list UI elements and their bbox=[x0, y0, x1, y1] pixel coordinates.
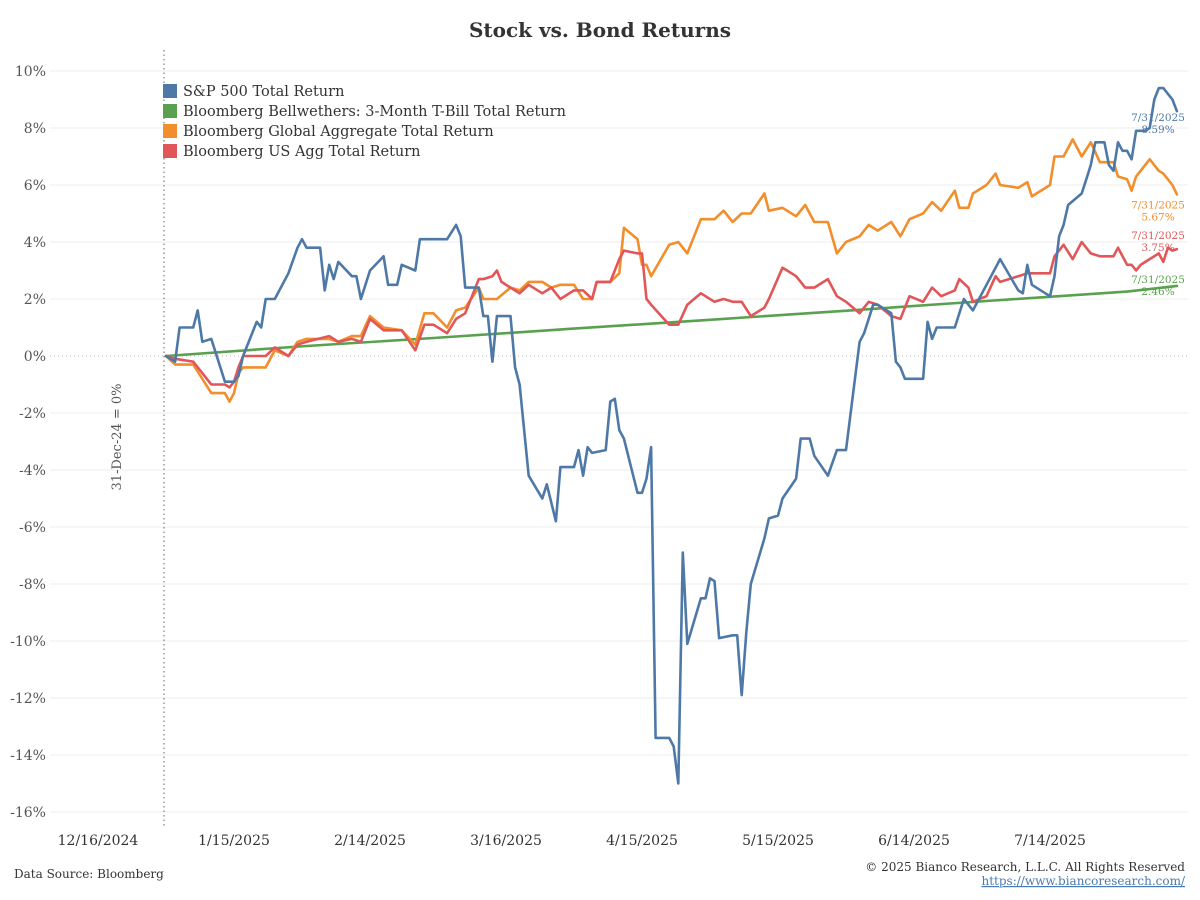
y-tick-label: 6% bbox=[24, 178, 46, 194]
y-tick-label: -4% bbox=[19, 463, 46, 479]
series-line bbox=[164, 240, 1179, 389]
legend-swatch bbox=[163, 144, 177, 158]
legend: S&P 500 Total Return Bloomberg Bellwether… bbox=[163, 84, 566, 160]
end-label-date: 7/31/2025 bbox=[1131, 230, 1185, 242]
y-tick-label: -14% bbox=[10, 748, 46, 764]
data-source-note: Data Source: Bloomberg bbox=[14, 867, 164, 881]
y-axis: 10% 8% 6% 4% 2% 0% -2% -4% -6% -8% -10% -12% -14% -16… bbox=[10, 64, 46, 821]
y-tick-label: -16% bbox=[10, 805, 46, 821]
y-tick-label: -8% bbox=[19, 577, 46, 593]
x-tick-label: 7/14/2025 bbox=[1014, 833, 1086, 849]
y-tick-label: 10% bbox=[15, 64, 46, 80]
legend-label: Bloomberg US Agg Total Return bbox=[183, 144, 421, 160]
series-line bbox=[164, 138, 1179, 403]
end-label-date: 7/31/2025 bbox=[1131, 199, 1185, 211]
x-tick-label: 12/16/2024 bbox=[58, 833, 139, 849]
legend-swatch bbox=[163, 104, 177, 118]
end-label-value: 2.46% bbox=[1141, 286, 1174, 298]
end-label-value: 8.59% bbox=[1141, 124, 1174, 136]
copyright-note: © 2025 Bianco Research, L.L.C. All Right… bbox=[865, 860, 1185, 874]
x-axis: 12/16/2024 1/15/2025 2/14/2025 3/16/2025 4/1… bbox=[58, 833, 1086, 849]
y-tick-label: 4% bbox=[24, 235, 46, 251]
y-tick-label: 2% bbox=[24, 292, 46, 308]
y-tick-label: -10% bbox=[10, 634, 46, 650]
legend-label: Bloomberg Global Aggregate Total Return bbox=[183, 124, 494, 140]
series-layer bbox=[164, 86, 1179, 785]
reference-line-label: 31-Dec-24 = 0% bbox=[110, 383, 125, 490]
y-tick-label: -6% bbox=[19, 520, 46, 536]
x-tick-label: 2/14/2025 bbox=[334, 833, 406, 849]
x-tick-label: 5/15/2025 bbox=[742, 833, 814, 849]
end-label-date: 7/31/2025 bbox=[1131, 274, 1185, 286]
end-label-value: 3.75% bbox=[1141, 242, 1174, 254]
gridlines bbox=[50, 70, 1188, 813]
reference-line-layer: 31-Dec-24 = 0% bbox=[110, 50, 165, 828]
y-tick-label: -2% bbox=[19, 406, 46, 422]
legend-swatch bbox=[163, 84, 177, 98]
chart-title: Stock vs. Bond Returns bbox=[469, 18, 731, 42]
end-labels: 7/31/20258.59%7/31/20252.46%7/31/20255.6… bbox=[1131, 112, 1185, 298]
x-tick-label: 1/15/2025 bbox=[198, 833, 270, 849]
legend-swatch bbox=[163, 124, 177, 138]
website-link[interactable]: https://www.biancoresearch.com/ bbox=[981, 874, 1185, 888]
end-label-date: 7/31/2025 bbox=[1131, 112, 1185, 124]
y-tick-label: 8% bbox=[24, 121, 46, 137]
y-tick-label: 0% bbox=[24, 349, 46, 365]
x-tick-label: 3/16/2025 bbox=[470, 833, 542, 849]
legend-label: S&P 500 Total Return bbox=[183, 84, 344, 100]
legend-label: Bloomberg Bellwethers: 3-Month T-Bill To… bbox=[183, 104, 566, 120]
end-label-value: 5.67% bbox=[1141, 211, 1174, 223]
series-line bbox=[164, 86, 1179, 785]
x-tick-label: 6/14/2025 bbox=[878, 833, 950, 849]
series-line bbox=[164, 284, 1179, 358]
x-tick-label: 4/15/2025 bbox=[606, 833, 678, 849]
y-tick-label: -12% bbox=[10, 691, 46, 707]
